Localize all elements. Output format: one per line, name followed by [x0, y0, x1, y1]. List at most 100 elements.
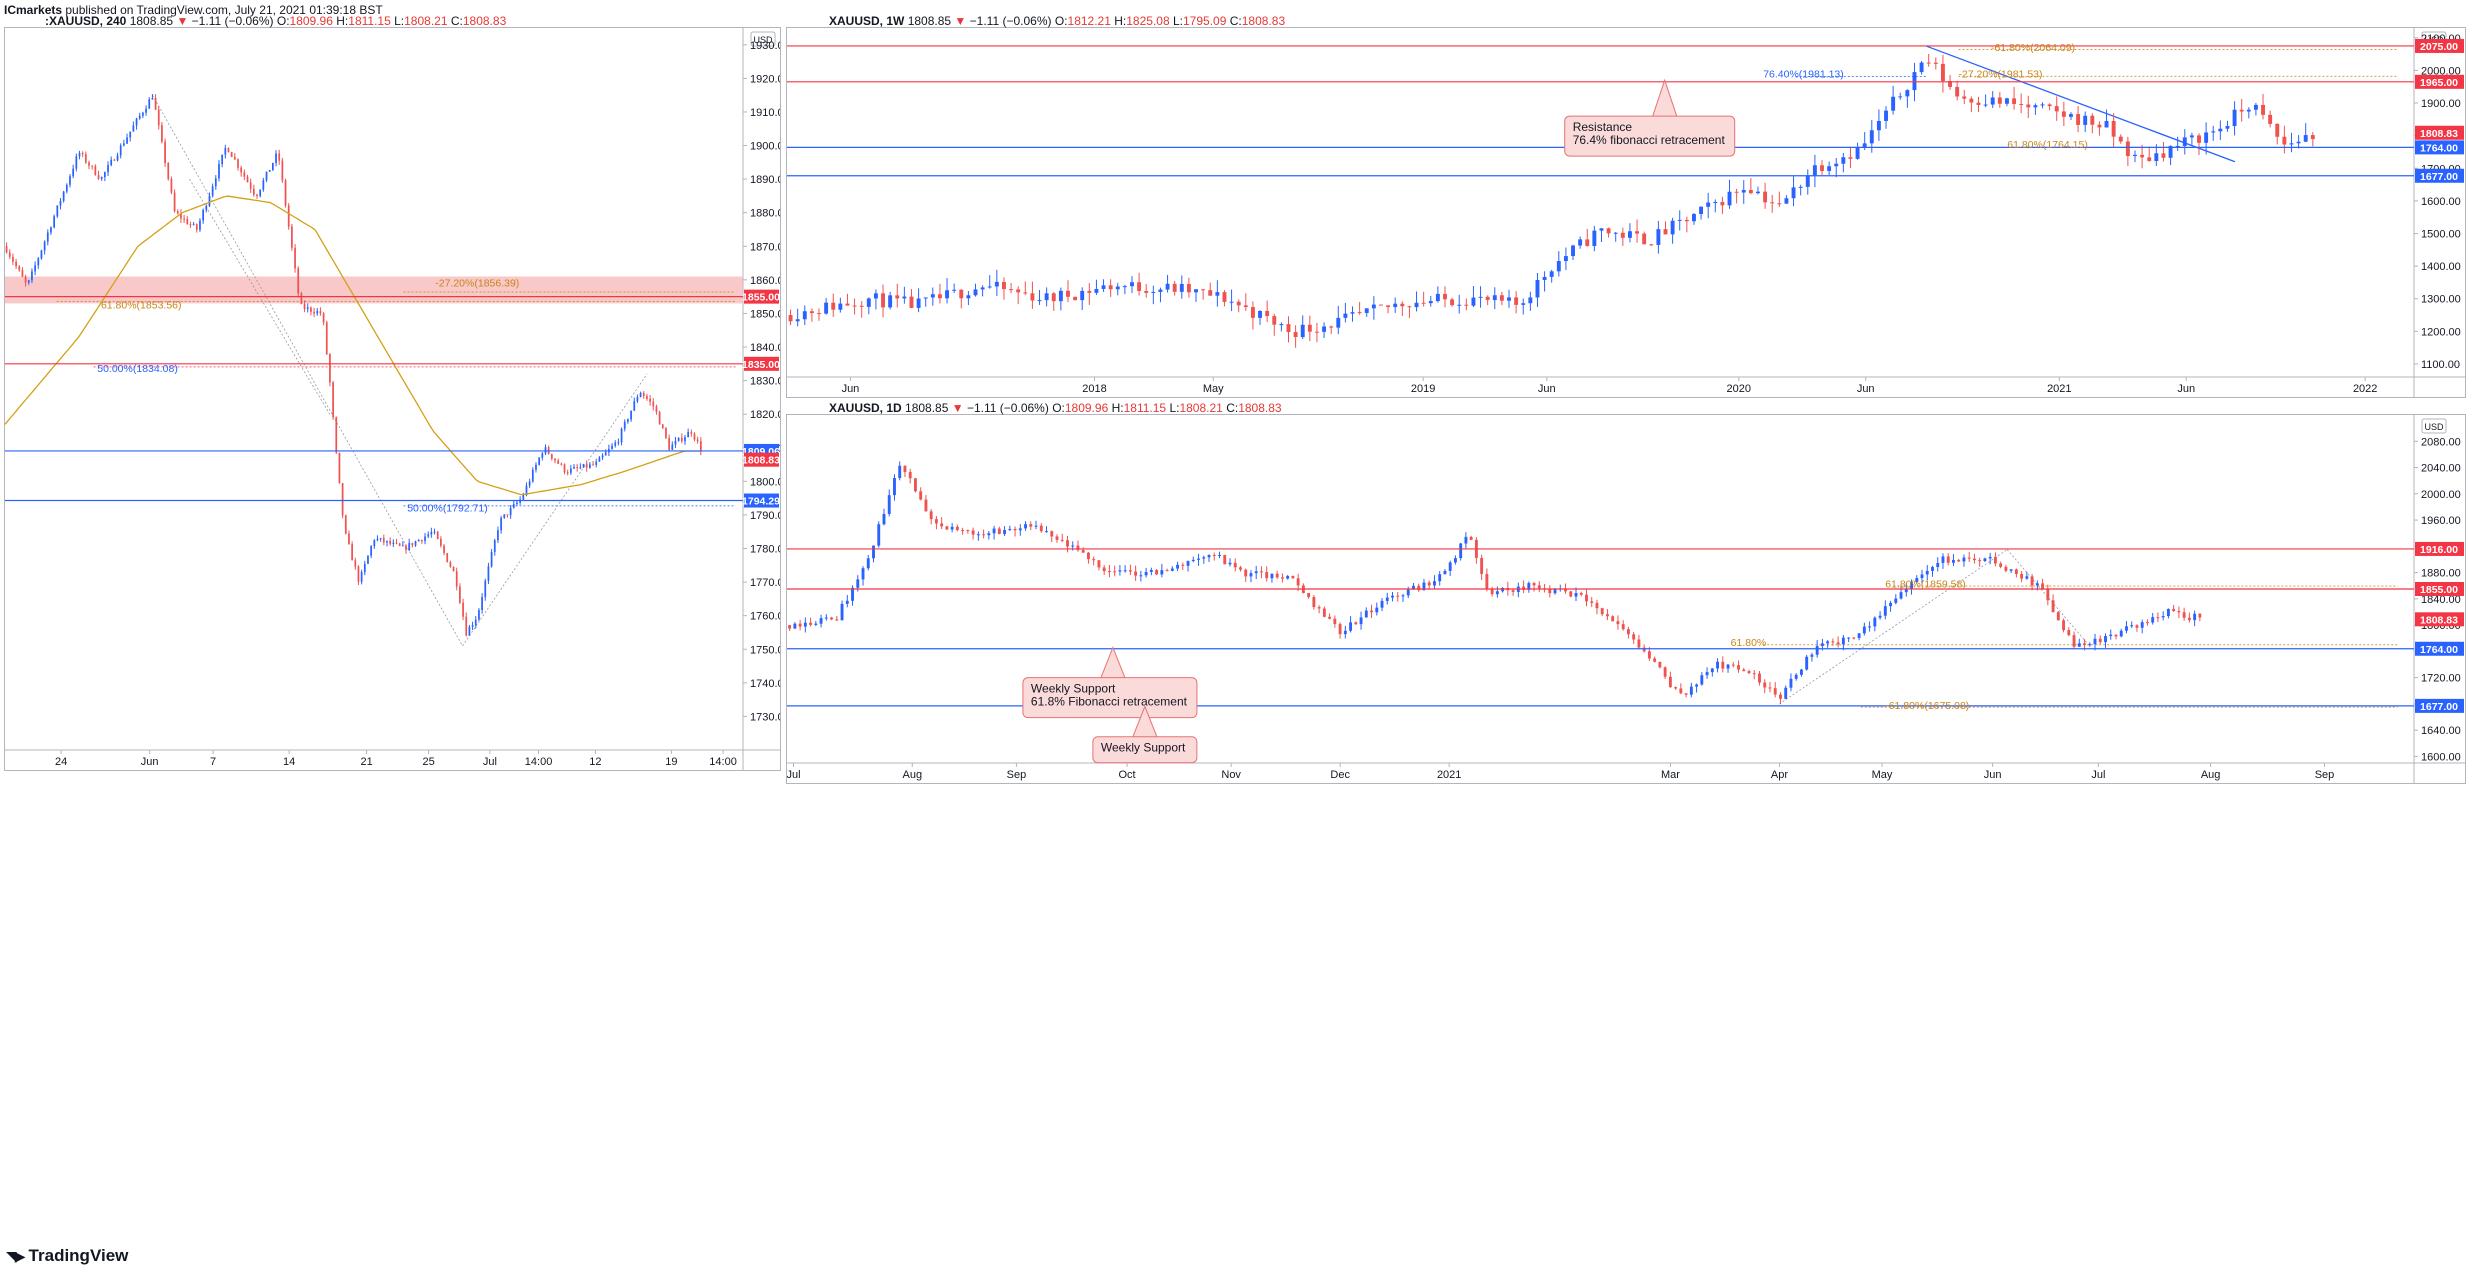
x-tick-label: Sep — [1007, 769, 1027, 781]
chart-panel-daily[interactable]: XAUUSD, 1D 1808.85 ▼ −1.11 (−0.06%) O:18… — [786, 401, 2466, 784]
symbol-label[interactable]: :XAUUSD, 240 — [45, 14, 127, 28]
y-tick-label: 1860.00 — [750, 275, 780, 287]
candle-body — [852, 305, 857, 307]
candle-body — [1233, 562, 1237, 568]
candle-body — [1357, 312, 1362, 314]
price-chart[interactable]: USD2080.002040.002000.001960.001920.0018… — [787, 415, 2465, 783]
candle-body — [525, 485, 528, 496]
candle-body — [1936, 562, 1940, 568]
candle-body — [1464, 304, 1469, 306]
candle-body — [1726, 664, 1730, 669]
candle-body — [2175, 145, 2180, 147]
candle-body — [955, 526, 959, 531]
change-value: −1.11 (−0.06%) — [191, 14, 274, 28]
candle-body — [1590, 601, 1594, 603]
candle-body — [788, 315, 793, 322]
candle-body — [509, 507, 512, 516]
candle-body — [291, 226, 293, 248]
candle-body — [971, 530, 975, 535]
candle-body — [1798, 186, 1803, 188]
candle-body — [211, 186, 214, 196]
author-name[interactable]: ICmarkets — [4, 3, 63, 17]
candle-body — [256, 194, 258, 197]
candle-body — [1400, 303, 1405, 307]
callout-pointer — [1100, 646, 1126, 678]
y-tick-label: 1800.00 — [750, 476, 780, 488]
trend-line — [1779, 549, 2008, 705]
chart-panel-4h[interactable]: :XAUUSD, 240 1808.85 ▼ −1.11 (−0.06%) O:… — [4, 14, 781, 771]
candle-body — [224, 147, 227, 155]
symbol-label[interactable]: XAUUSD, 1W — [829, 14, 905, 28]
candle-body — [357, 566, 360, 582]
candle-body — [221, 154, 224, 164]
candle-body — [214, 178, 217, 187]
candle-body — [88, 162, 90, 166]
candle-body — [2177, 611, 2181, 613]
y-tick-label: 1820.00 — [750, 409, 780, 421]
tradingview-brand[interactable]: ◥▶ TradingView — [6, 1246, 128, 1266]
candle-body — [1380, 600, 1384, 608]
candle-body — [2004, 566, 2008, 571]
candle-body — [997, 528, 1001, 535]
candle-body — [1417, 585, 1421, 591]
candle-body — [1925, 570, 1929, 575]
candle-body — [1107, 571, 1111, 573]
candle-body — [230, 152, 233, 158]
fib-level-label: 61.80%(1764.15) — [2007, 139, 2088, 151]
candle-body — [373, 540, 376, 547]
candle-body — [2040, 104, 2045, 106]
candle-body — [1972, 558, 1976, 561]
candle-body — [522, 495, 525, 500]
candle-body — [1784, 198, 1789, 204]
fib-level-label: -61.80%(1675.08) — [1885, 700, 1969, 712]
candle-body — [2193, 613, 2197, 621]
y-tick-label: 1300.00 — [2421, 294, 2461, 306]
candle-body — [895, 295, 900, 299]
price-chart[interactable]: USD2100.002000.001900.001800.001700.0016… — [787, 28, 2465, 397]
candle-body — [1756, 191, 1760, 194]
level-price-label: 1677.00 — [2420, 171, 2458, 183]
y-tick-label: 1900.00 — [2421, 98, 2461, 110]
candle-body — [360, 572, 363, 582]
candle-body — [1969, 98, 1974, 103]
candle-body — [1428, 301, 1433, 304]
candle-body — [824, 617, 828, 619]
y-tick-label: 2040.00 — [2421, 463, 2461, 475]
candle-body — [1658, 661, 1662, 668]
candle-body — [585, 464, 588, 468]
candle-body — [338, 452, 341, 484]
candle-body — [433, 531, 436, 533]
candle-body — [335, 416, 338, 453]
candle-body — [1742, 669, 1746, 672]
candle-body — [1563, 256, 1568, 262]
candle-body — [2303, 135, 2308, 142]
candle-body — [1002, 281, 1006, 290]
x-tick-label: Dec — [1330, 769, 1350, 781]
callout-text: 76.4% fibonacci retracement — [1573, 133, 1726, 147]
symbol-label[interactable]: XAUUSD, 1D — [829, 401, 902, 415]
candle-body — [1507, 297, 1511, 301]
y-tick-label: 1920.00 — [750, 73, 780, 85]
candle-body — [893, 478, 896, 496]
candle-body — [872, 545, 875, 559]
candle-body — [167, 163, 170, 179]
chart-panel-weekly[interactable]: XAUUSD, 1W 1808.85 ▼ −1.11 (−0.06%) O:18… — [786, 14, 2466, 398]
level-price-box — [744, 356, 779, 371]
callout-box — [1022, 677, 1198, 719]
candle-body — [1779, 694, 1782, 699]
candle-body — [2104, 636, 2107, 643]
close-value: 1808.83 — [462, 14, 507, 28]
candle-body — [1777, 203, 1782, 205]
candle-body — [53, 216, 56, 228]
fib-level-label: 61.80% — [1731, 637, 1767, 649]
publish-header: ICmarkets published on TradingView.com, … — [4, 3, 383, 17]
candle-body — [856, 579, 860, 588]
x-tick-label: 14 — [283, 756, 295, 768]
x-tick-label: 2021 — [2047, 383, 2071, 395]
candle-body — [1737, 665, 1740, 670]
candle-body — [987, 286, 992, 288]
candle-body — [1149, 570, 1153, 572]
candle-body — [103, 172, 106, 178]
candle-body — [2204, 132, 2209, 143]
